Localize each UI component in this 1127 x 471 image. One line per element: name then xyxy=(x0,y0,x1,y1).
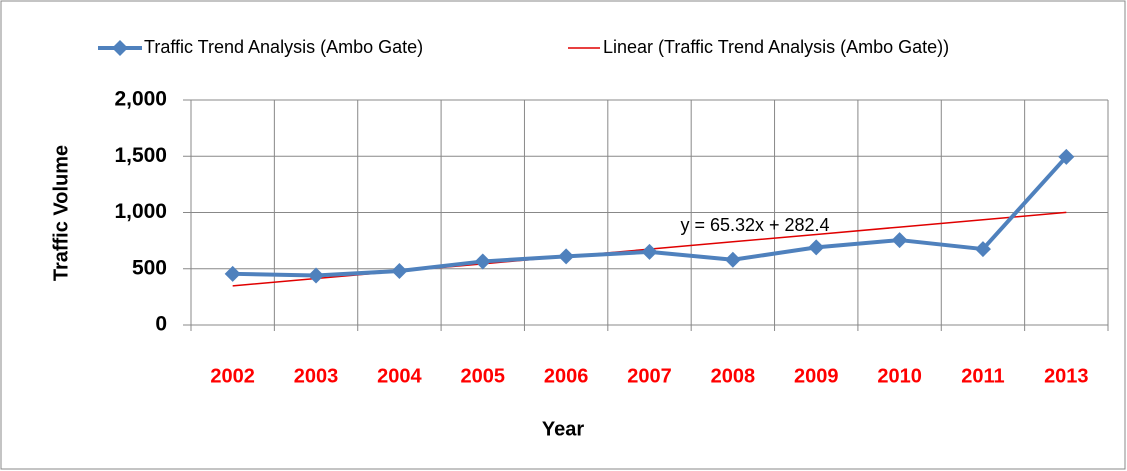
x-tick-label: 2013 xyxy=(1044,365,1089,387)
marker xyxy=(1058,148,1075,165)
x-tick-label: 2005 xyxy=(461,365,506,387)
y-tick-label: 0 xyxy=(155,313,167,336)
legend-label: Linear (Traffic Trend Analysis (Ambo Gat… xyxy=(603,37,949,57)
marker xyxy=(974,241,991,258)
x-tick-label: 2004 xyxy=(377,365,422,387)
x-tick-label: 2003 xyxy=(294,365,339,387)
marker xyxy=(641,243,658,260)
marker xyxy=(558,248,575,265)
y-tick-label: 500 xyxy=(132,256,167,279)
legend-marker xyxy=(112,40,128,56)
marker xyxy=(891,232,908,249)
y-tick-label: 1,500 xyxy=(114,144,167,167)
y-tick-label: 1,000 xyxy=(114,200,167,223)
marker xyxy=(224,265,241,282)
x-tick-label: 2010 xyxy=(877,365,922,387)
marker xyxy=(724,251,741,268)
y-axis-title: Traffic Volume xyxy=(50,145,72,281)
marker xyxy=(474,253,491,270)
marker xyxy=(308,267,325,284)
y-tick-label: 2,000 xyxy=(114,88,167,111)
x-tick-label: 2007 xyxy=(627,365,672,387)
x-tick-label: 2002 xyxy=(210,365,255,387)
marker xyxy=(391,263,408,279)
legend-label: Traffic Trend Analysis (Ambo Gate) xyxy=(144,37,423,57)
x-tick-label: 2009 xyxy=(794,365,839,387)
marker xyxy=(808,239,825,256)
x-tick-label: 2011 xyxy=(961,365,1004,387)
x-tick-label: 2006 xyxy=(544,365,589,387)
x-tick-label: 2008 xyxy=(711,365,756,387)
annotation: y = 65.32x + 282.4 xyxy=(680,215,829,235)
x-axis-title: Year xyxy=(542,418,584,440)
